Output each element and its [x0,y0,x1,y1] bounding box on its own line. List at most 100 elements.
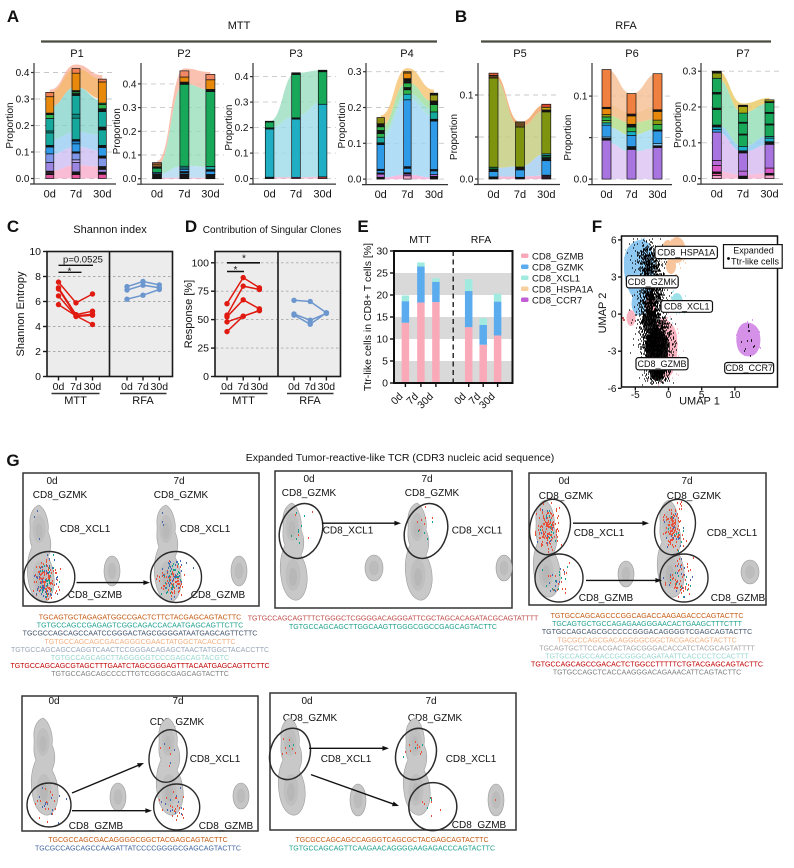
svg-text:Expanded Tumor-reactive-like T: Expanded Tumor-reactive-like TCR (CDR3 n… [246,452,555,464]
svg-text:8: 8 [35,271,41,283]
svg-text:CD8_GZMK: CD8_GZMK [667,491,722,502]
svg-text:0d: 0d [44,189,56,201]
svg-text:0.1: 0.1 [348,139,362,150]
svg-text:Expanded: Expanded [733,246,774,256]
svg-text:TGTGCCAGCTCACCAAGGGACAGAAACATT: TGTGCCAGCTCACCAAGGGACAGAAACATTCAGTACTTC [553,670,741,677]
svg-text:7d: 7d [173,476,184,487]
svg-text:TGCGCCAGCAGCCAAGATTATCCCCGGGGC: TGCGCCAGCAGCCAAGATTATCCCCGGGGCGAGCAGTACT… [35,845,241,852]
svg-text:15: 15 [376,312,388,324]
svg-text:CD8_GZMB: CD8_GZMB [69,821,124,832]
svg-text:0.3: 0.3 [348,67,362,78]
svg-text:CD8_CCR7: CD8_CCR7 [725,363,773,373]
svg-text:0.1: 0.1 [16,148,30,159]
svg-text:TGCGCCAGCGACAGGGGCGGCTACGAGCAG: TGCGCCAGCGACAGGGGCGGCTACGAGCAGTACTTC [48,837,227,844]
svg-text:30d: 30d [318,381,336,393]
svg-text:TGTGCCAGCAGCGCCCCCGGGACAGGGGTC: TGTGCCAGCAGCGCCCCCGGGACAGGGGTCGAGCAGTACT… [542,629,752,636]
svg-text:0d: 0d [48,696,59,707]
svg-text:CD8_GZMB: CD8_GZMB [68,590,123,601]
svg-text:RFA: RFA [615,20,637,32]
svg-text:5: 5 [699,390,705,401]
svg-text:A: A [7,7,19,26]
svg-text:Proportion: Proportion [112,108,123,154]
svg-text:25: 25 [197,343,209,355]
svg-text:0.0: 0.0 [235,174,249,185]
svg-text:0.3: 0.3 [235,98,249,109]
svg-text:Contribution of Singular Clone: Contribution of Singular Clones [203,225,341,236]
svg-text:30d: 30d [93,189,111,201]
svg-text:0: 0 [382,378,388,390]
svg-text:0d: 0d [711,189,723,201]
svg-text:RFA: RFA [299,395,321,407]
svg-text:TGTGCCAGCAGCCCGGCAGACCAAGAGACC: TGTGCCAGCAGCCCGGCAGACCAAGAGACCCAGTACTTC [551,613,744,620]
svg-text:10: 10 [376,334,388,346]
svg-text:0.0: 0.0 [574,175,588,186]
svg-text:30d: 30d [251,381,269,393]
svg-text:0.1: 0.1 [460,91,474,102]
svg-text:0.0: 0.0 [16,174,30,185]
svg-text:CD8_GZMK: CD8_GZMK [283,713,338,724]
svg-text:0.1: 0.1 [683,138,697,149]
svg-text:UMAP 2: UMAP 2 [597,293,609,334]
svg-text:7d: 7d [625,189,637,201]
svg-text:0d: 0d [487,189,499,201]
svg-text:0.2: 0.2 [123,127,137,138]
svg-text:CD8_GZMK: CD8_GZMK [150,717,205,728]
svg-text:CD8_XCL1: CD8_XCL1 [532,274,580,285]
svg-text:CD8_XCL1: CD8_XCL1 [323,526,374,537]
svg-text:CD8_GZMB: CD8_GZMB [191,590,246,601]
svg-text:E: E [357,217,368,236]
svg-text:0.2: 0.2 [16,121,30,132]
svg-text:CD8_XCL1: CD8_XCL1 [574,528,625,539]
svg-text:2: 2 [35,346,41,358]
svg-text:TGTGCCAGCAGTTTCTGGGCTCGGGGACAG: TGTGCCAGCAGTTTCTGGGCTCGGGGACAGGGATTCGCTA… [248,616,539,623]
svg-text:TGTGCCAGCAGCGACAGGGCGAACTATGGC: TGTGCCAGCAGCGACAGGGCGAACTATGGCTACACCTTC [45,639,236,646]
svg-text:CD8_HSPA1A: CD8_HSPA1A [532,285,594,296]
svg-text:7d: 7d [425,696,436,707]
svg-text:CD8_XCL1: CD8_XCL1 [180,524,231,535]
svg-text:Proportion: Proportion [5,102,16,148]
svg-text:0d: 0d [301,696,312,707]
svg-text:TGTGCCAGCAGCTTAGGGGGTCCCGAGCAG: TGTGCCAGCAGCTTAGGGGGTCCCGAGCAGTACGTC [51,655,229,662]
svg-text:7d: 7d [421,474,432,485]
svg-text:P3: P3 [289,48,302,60]
svg-text:TGTGCCAGCAGCCCCTTGTCGGGCGAGCAG: TGTGCCAGCAGCCCCTTGTCGGGCGAGCAGTACTTC [51,671,229,678]
svg-text:0.4: 0.4 [16,68,30,79]
svg-text:30d: 30d [84,381,102,393]
svg-text:0.1: 0.1 [235,149,249,160]
svg-text:CD8_GZMK: CD8_GZMK [532,263,584,274]
svg-text:RFA: RFA [132,395,154,407]
svg-text:CD8_GZMK: CD8_GZMK [282,488,337,499]
svg-text:*: * [242,254,246,265]
svg-text:0d: 0d [288,381,300,393]
svg-text:0.3: 0.3 [16,95,30,106]
svg-text:-6: -6 [608,384,617,395]
svg-text:RFA: RFA [471,234,491,246]
svg-text:7d: 7d [290,189,302,201]
svg-text:TGTGCCAGCAGCTTGGCAAGTTGGGCGGCC: TGTGCCAGCAGCTTGGCAAGTTGGGCGGCCGAGCAGTACT… [289,624,497,631]
svg-text:TGCGCCAGCAGCCAGGGTCAGCGCTACGAG: TGCGCCAGCAGCCAGGGTCAGCGCTACGAGCAGTACTTC [295,837,488,844]
svg-text:0.4: 0.4 [235,72,249,83]
svg-text:0.2: 0.2 [235,123,249,134]
svg-text:CD8_CCR7: CD8_CCR7 [532,296,582,307]
svg-text:C: C [7,217,19,236]
svg-text:TGCGCCAGCGACAGGGGCGGCTACGAGCAG: TGCGCCAGCGACAGGGGCGGCTACGAGCAGTACTTC [557,637,736,644]
svg-text:CD8_XCL1: CD8_XCL1 [321,754,372,765]
svg-text:0d: 0d [53,381,65,393]
svg-text:CD8_GZMB: CD8_GZMB [452,820,507,831]
svg-text:0d: 0d [558,476,569,487]
svg-text:CD8_GZMB: CD8_GZMB [579,593,634,604]
svg-text:MTT: MTT [64,395,87,407]
svg-text:30d: 30d [151,381,169,393]
svg-text:P6: P6 [625,48,638,60]
svg-text:TGCAGTGCTGCCAGAGAAGGGAACACTGAA: TGCAGTGCTGCCAGAGAAGGGAACACTGAAGCTTTCTTT [552,621,743,628]
svg-text:CD8_GZMK: CD8_GZMK [539,491,594,502]
svg-text:0d: 0d [263,189,275,201]
svg-text:B: B [455,7,467,26]
svg-text:30d: 30d [537,189,555,201]
svg-text:Response [%]: Response [%] [183,280,195,348]
svg-text:CD8_GZMK: CD8_GZMK [154,490,209,501]
svg-text:-5: -5 [631,390,640,401]
svg-text:P2: P2 [177,48,190,60]
svg-text:0: 0 [35,371,41,383]
svg-text:50: 50 [197,314,209,326]
